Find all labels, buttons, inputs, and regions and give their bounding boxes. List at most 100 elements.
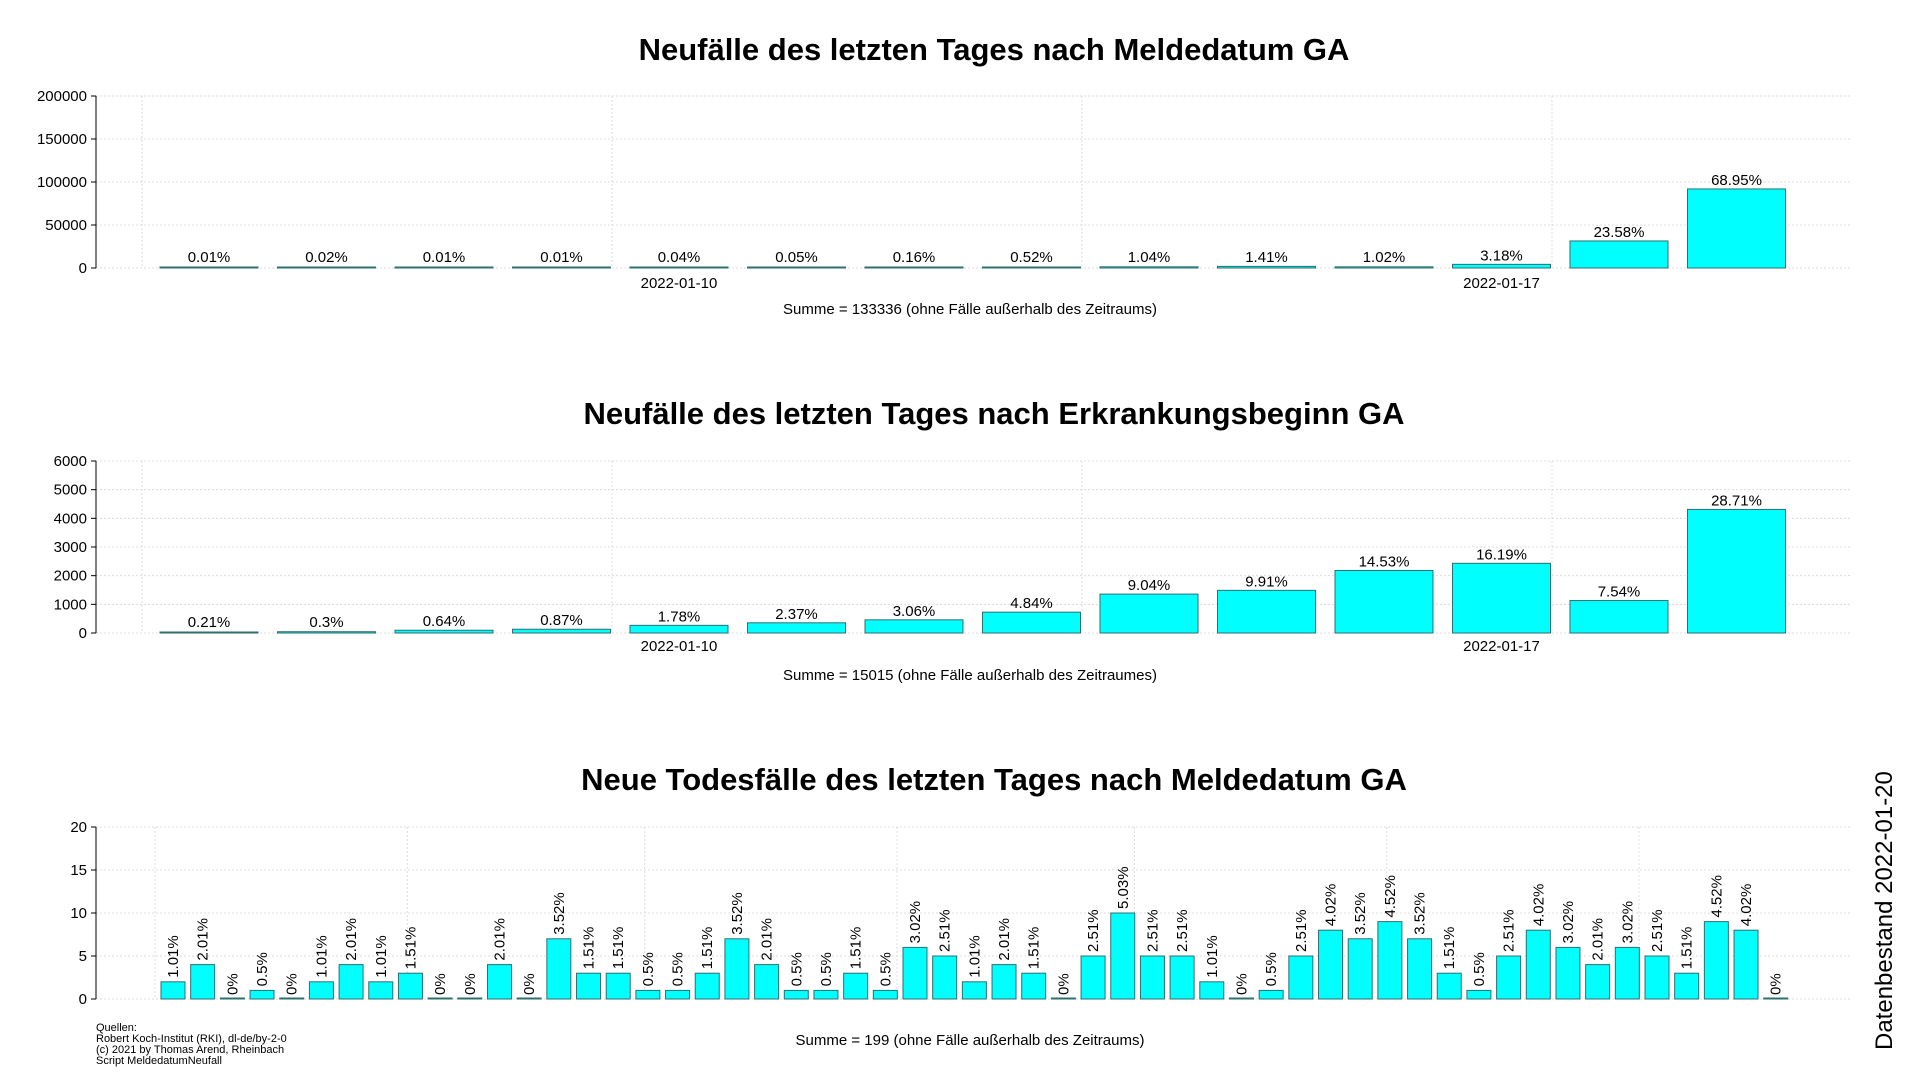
y-tick-label: 6000 [54, 453, 87, 470]
data-bar [605, 972, 631, 1000]
data-bar [1466, 989, 1492, 1000]
bar-value-label: 2.01% [195, 918, 212, 961]
data-bar [1496, 955, 1522, 1000]
bar-value-label: 1.51% [1026, 927, 1043, 970]
data-bar [219, 997, 245, 1000]
bar-value-label: 3.52% [729, 892, 746, 935]
data-bar [1347, 938, 1373, 1000]
bar-value-label: 0.5% [640, 952, 657, 986]
y-tick-label: 150000 [37, 131, 87, 148]
bar-value-label: 0% [462, 973, 479, 995]
data-bar [1050, 997, 1076, 1000]
data-bar [1169, 955, 1195, 1000]
bar-value-label: 2.01% [996, 918, 1013, 961]
bar-value-label: 2.51% [1649, 909, 1666, 952]
bar-value-label: 4.52% [1708, 875, 1725, 918]
data-bar [747, 622, 846, 634]
data-bar [1377, 921, 1403, 1000]
data-bar [629, 266, 729, 269]
bar-value-label: 1.04% [1128, 249, 1171, 266]
data-bar [932, 955, 958, 1000]
x-tick-label: 2022-01-17 [1463, 275, 1540, 292]
y-tick-label: 2000 [54, 568, 87, 585]
y-tick-label: 0 [79, 260, 87, 277]
bar-value-label: 3.06% [893, 603, 936, 620]
bar-value-label: 0.05% [775, 249, 818, 266]
bar-value-label: 0% [284, 973, 301, 995]
y-tick-label: 15 [70, 862, 87, 879]
source-line-4: Script MeldedatumNeufall [96, 1055, 222, 1067]
y-tick-label: 4000 [54, 510, 87, 527]
bar-value-label: 16.19% [1476, 546, 1527, 563]
bar-value-label: 1.02% [1363, 249, 1406, 266]
bar-value-label: 0.5% [818, 952, 835, 986]
bar-value-label: 0.5% [877, 952, 894, 986]
datenbestand-label: Datenbestand 2022-01-20 [1871, 771, 1898, 1050]
bar-value-label: 0.16% [893, 249, 936, 266]
data-bar [338, 964, 364, 1000]
bar-value-label: 3.02% [907, 901, 924, 944]
bar-value-label: 1.78% [658, 608, 701, 625]
data-bar [694, 972, 720, 1000]
bar-value-label: 0.3% [309, 614, 343, 631]
chart-panels: Neufälle des letzten Tages nach Meldedat… [37, 32, 1852, 1049]
bar-value-label: 0% [1233, 973, 1250, 995]
data-bar [1021, 972, 1047, 1000]
bar-value-label: 0% [432, 973, 449, 995]
bar-value-label: 0.5% [1471, 952, 1488, 986]
data-bar [754, 964, 780, 1000]
bar-value-label: 9.04% [1128, 577, 1171, 594]
y-tick-label: 1000 [54, 596, 87, 613]
data-bar [1110, 912, 1136, 1000]
data-bar [1674, 972, 1700, 1000]
data-bar [1334, 569, 1434, 634]
data-bar [159, 266, 259, 269]
bar-value-label: 7.54% [1598, 584, 1641, 601]
bar-value-label: 2.51% [937, 909, 954, 952]
bar-value-label: 2.01% [491, 918, 508, 961]
y-tick-label: 200000 [37, 88, 87, 105]
bar-value-label: 9.91% [1245, 573, 1288, 590]
y-tick-label: 20 [70, 819, 87, 836]
data-bar [394, 629, 494, 634]
bar-value-label: 4.84% [1010, 595, 1053, 612]
data-bar [486, 964, 512, 1000]
bar-value-label: 0% [1055, 973, 1072, 995]
data-bar [629, 624, 729, 634]
bar-value-label: 2.51% [1293, 909, 1310, 952]
data-bar [1763, 997, 1789, 1000]
x-tick-label: 2022-01-10 [641, 275, 718, 292]
data-bar [1687, 508, 1786, 634]
data-bar [368, 981, 394, 1000]
bar-value-label: 0.02% [305, 249, 348, 266]
data-bar [1288, 955, 1314, 1000]
data-bar [279, 997, 305, 1000]
data-bar [249, 989, 275, 1000]
data-bar [397, 972, 423, 1000]
y-tick-label: 100000 [37, 174, 87, 191]
data-bar [1258, 989, 1284, 1000]
data-bar [546, 938, 572, 1000]
y-tick-label: 0 [79, 991, 87, 1008]
bar-value-label: 1.41% [1245, 249, 1288, 266]
source-note: Quellen: Robert Koch-Institut (RKI), dl-… [96, 1022, 287, 1067]
data-bar [982, 266, 1081, 269]
bar-value-label: 0.5% [254, 952, 271, 986]
bar-value-label: 0.52% [1010, 249, 1053, 266]
data-bar [872, 989, 898, 1000]
data-bar [1318, 929, 1344, 1000]
y-tick-label: 5 [79, 948, 87, 965]
data-bar [747, 266, 846, 269]
data-bar [1569, 600, 1669, 634]
bar-value-label: 2.51% [1085, 909, 1102, 952]
chart-title: Neufälle des letzten Tages nach Meldedat… [639, 32, 1350, 67]
bar-value-label: 3.52% [1352, 892, 1369, 935]
data-bar [724, 938, 750, 1000]
chart-panel-1: Neufälle des letzten Tages nach Meldedat… [37, 32, 1852, 318]
data-bar [1614, 946, 1640, 1000]
bar-value-label: 1.01% [313, 935, 330, 978]
data-bar [516, 997, 542, 1000]
data-bar [1569, 240, 1669, 269]
data-bar [635, 989, 661, 1000]
